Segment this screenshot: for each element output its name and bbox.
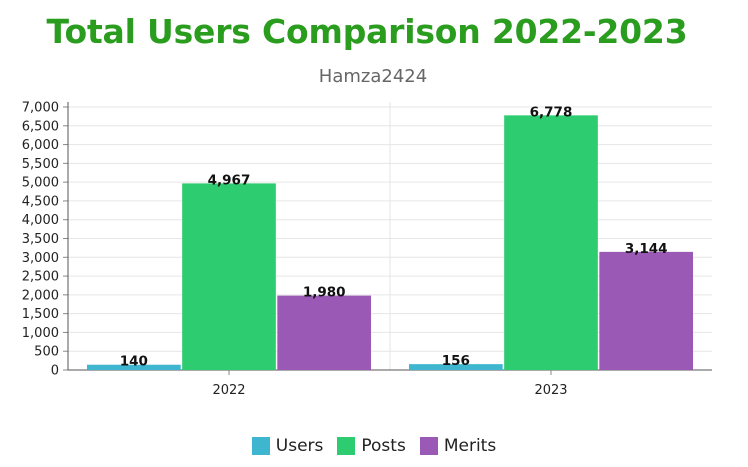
- legend-label: Users: [275, 436, 324, 456]
- y-tick-label: 6,500: [22, 119, 59, 134]
- legend-item-merits[interactable]: Merits: [419, 436, 497, 456]
- y-tick-label: 500: [34, 345, 59, 360]
- y-tick-label: 4,500: [22, 194, 59, 209]
- data-label: 140: [120, 354, 148, 370]
- data-label: 6,778: [530, 104, 573, 120]
- legend-swatch: [419, 437, 438, 455]
- legend-swatch: [251, 437, 270, 455]
- data-label: 3,144: [625, 241, 668, 257]
- x-tick-label: 2022: [212, 383, 245, 398]
- y-tick-label: 1,000: [22, 326, 59, 341]
- data-label: 1,980: [303, 285, 346, 301]
- y-tick-label: 6,000: [22, 138, 59, 153]
- legend-label: Merits: [443, 436, 497, 456]
- y-tick-label: 2,500: [22, 270, 59, 285]
- chart-subtitle: Hamza2424: [318, 66, 428, 87]
- y-tick-label: 2,000: [22, 288, 59, 303]
- bar-chart: 0 500 1,000 1,500 2,000 2,500 3,000 3,500 4,000 4…: [22, 101, 712, 398]
- y-tick-label: 3,000: [22, 251, 59, 266]
- bar-users: [87, 364, 181, 370]
- legend: Users Posts Merits: [0, 436, 748, 456]
- bar-posts: [182, 183, 276, 370]
- bar-posts: [504, 115, 598, 371]
- legend-item-posts[interactable]: Posts: [337, 436, 406, 456]
- data-label: 156: [442, 353, 470, 369]
- legend-item-users[interactable]: Users: [251, 436, 324, 456]
- y-tick-label: 1,500: [22, 307, 59, 322]
- y-tick-label: 7,000: [22, 101, 59, 116]
- y-tick-label: 4,000: [22, 213, 59, 228]
- y-tick-label: 3,500: [22, 232, 59, 247]
- x-tick-label: 2023: [534, 383, 567, 398]
- y-tick-label: 5,000: [22, 176, 59, 191]
- y-tick-label: 0: [51, 364, 59, 379]
- y-tick-label: 5,500: [22, 157, 59, 172]
- bar-merits: [277, 295, 371, 370]
- legend-label: Posts: [361, 436, 406, 456]
- bar-users: [409, 364, 503, 370]
- chart-title: Total Users Comparison 2022-2023: [46, 12, 688, 51]
- legend-swatch: [337, 437, 356, 455]
- data-label: 4,967: [208, 172, 251, 188]
- bar-merits: [599, 251, 693, 370]
